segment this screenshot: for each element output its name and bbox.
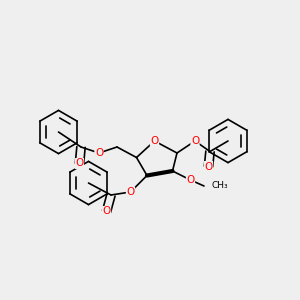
Text: O: O	[150, 136, 159, 146]
Text: O: O	[186, 175, 195, 185]
Text: O: O	[204, 161, 213, 172]
Text: CH₃: CH₃	[212, 182, 228, 190]
Text: O: O	[102, 206, 111, 217]
Text: O: O	[126, 187, 135, 197]
Text: O: O	[191, 136, 199, 146]
Text: O: O	[75, 158, 84, 169]
Text: O: O	[95, 148, 103, 158]
